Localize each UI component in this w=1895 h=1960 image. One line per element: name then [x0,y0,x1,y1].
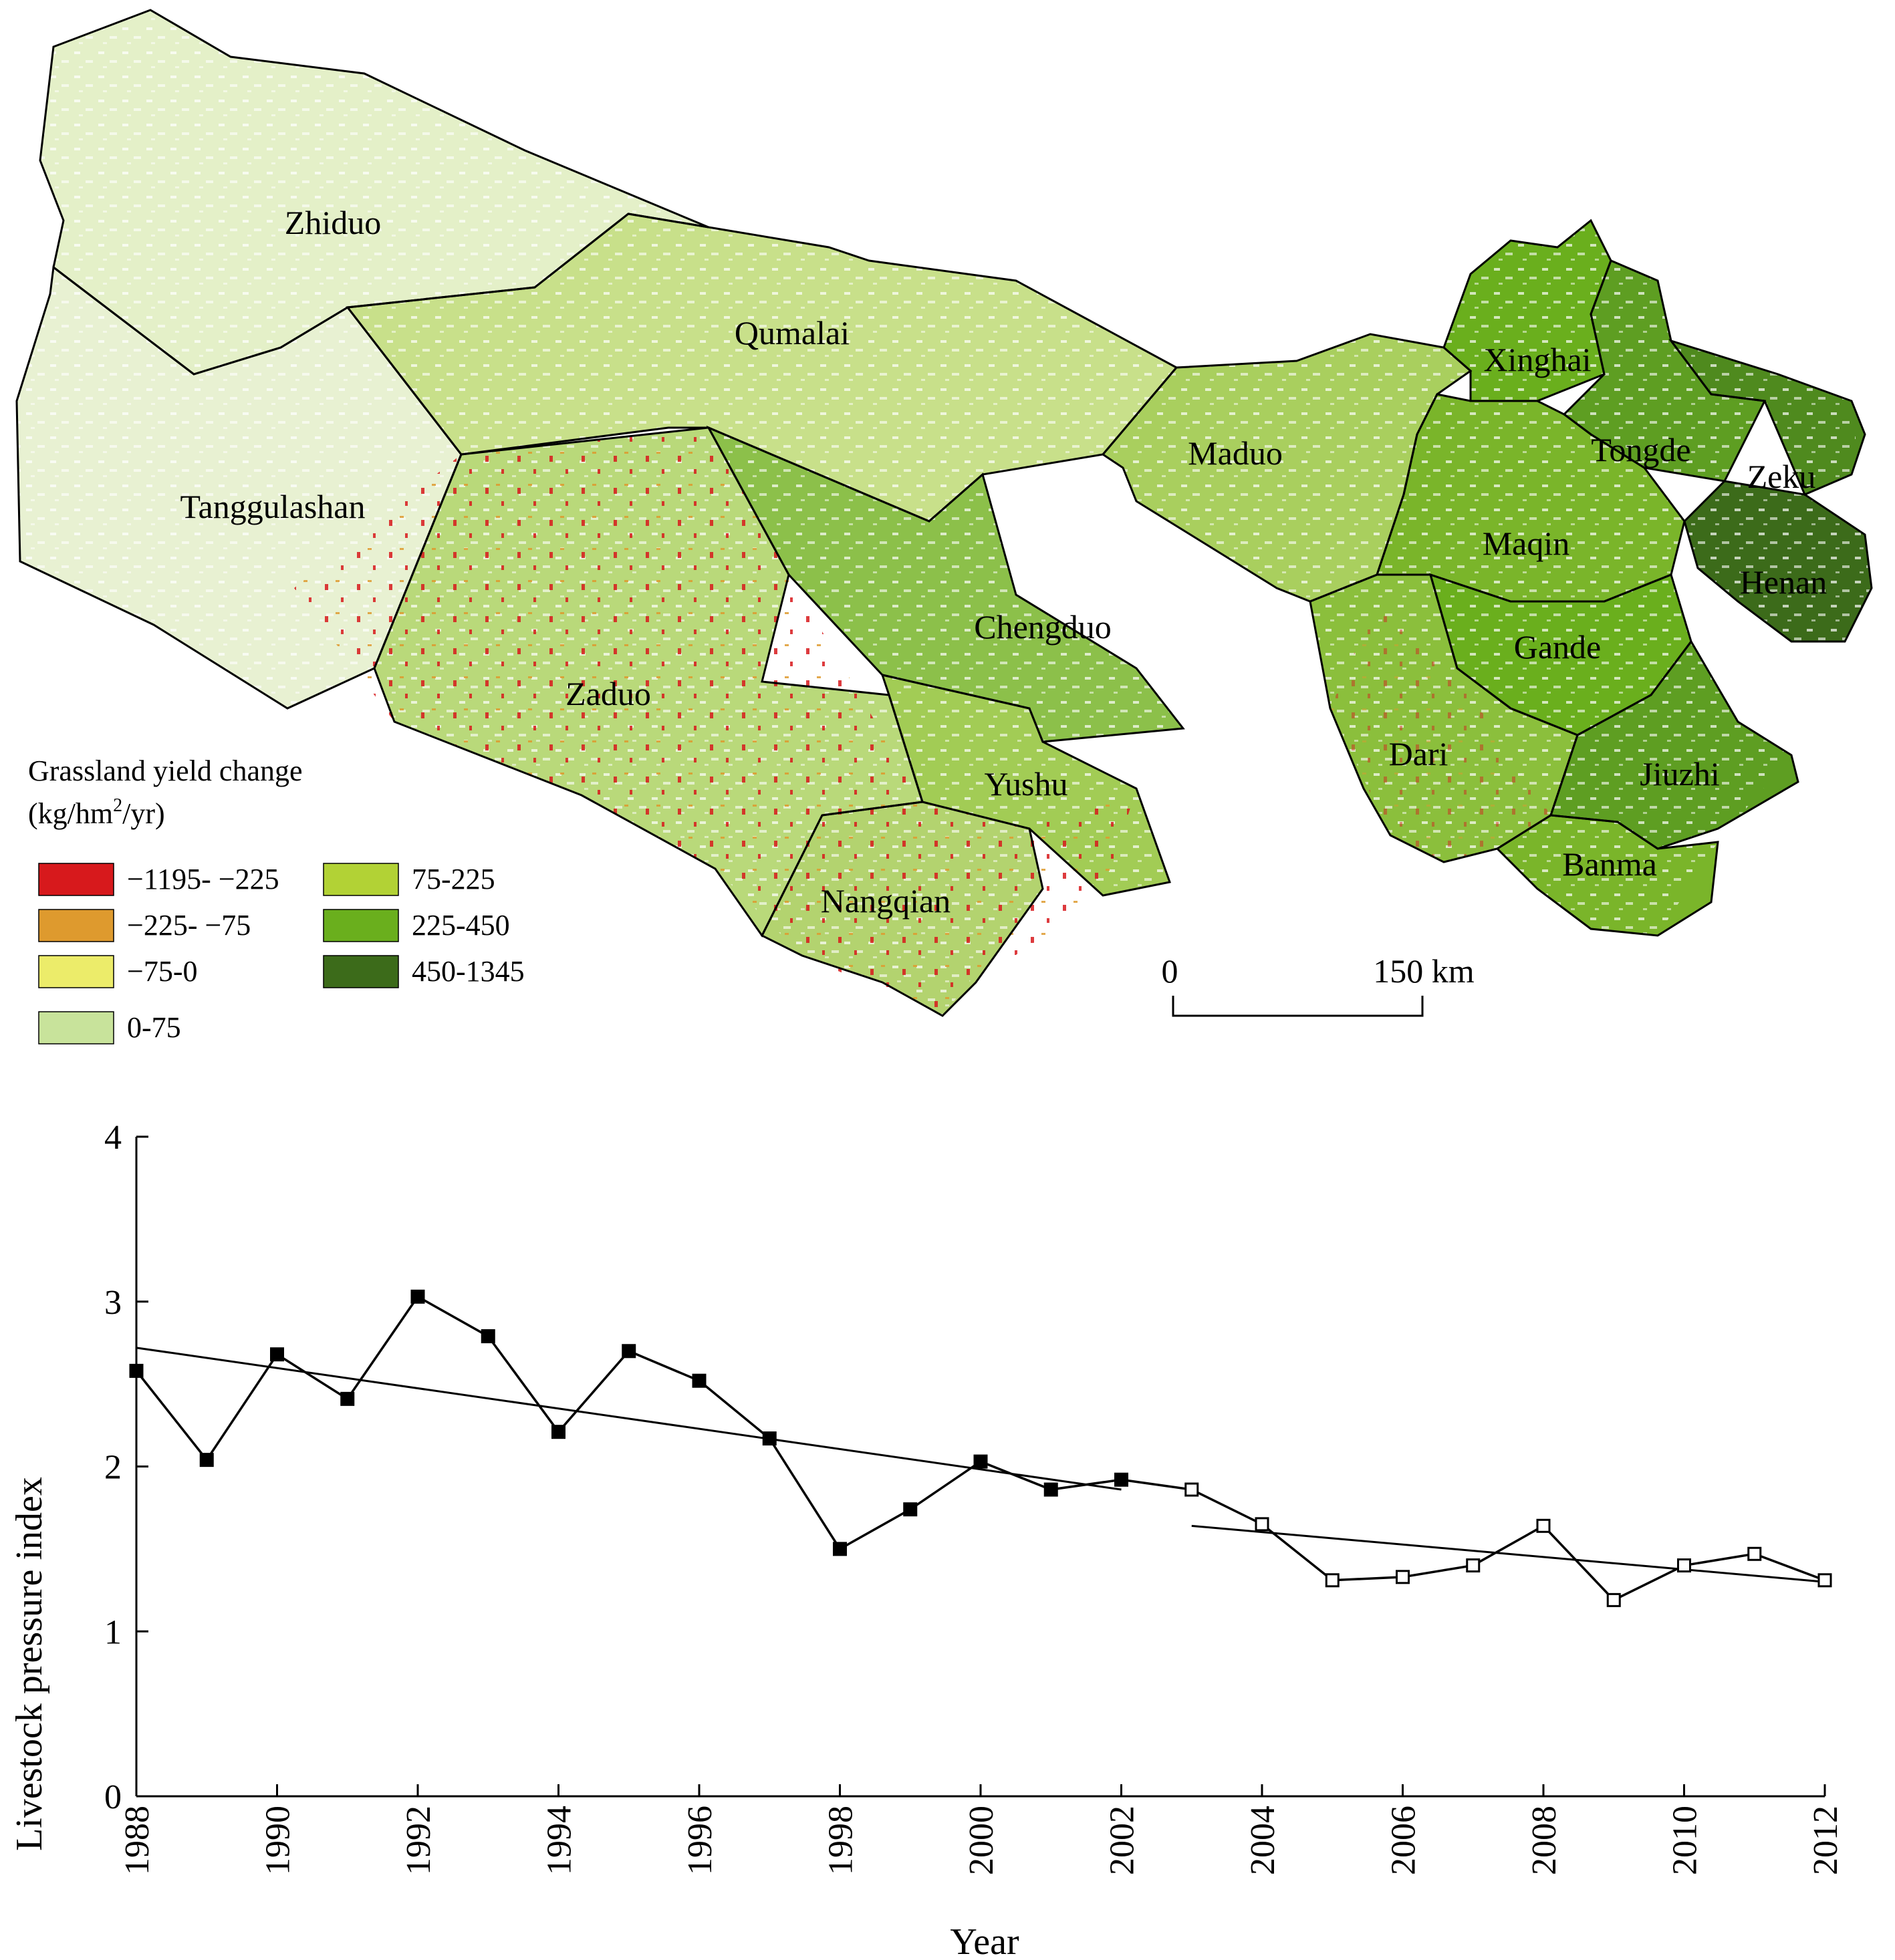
region-label-maduo: Maduo [1188,434,1283,472]
data-point-filled [481,1329,495,1344]
region-label-henan: Henan [1740,563,1827,601]
y-tick-label: 2 [104,1449,122,1487]
region-labels: Zhiduo Qumalai Tanggulashan Maduo Xingha… [180,204,1827,920]
series-line [1190,1488,1825,1602]
data-point-open [1255,1517,1269,1532]
x-axis-label: Year [950,1921,1019,1957]
map-texture [17,10,1872,1016]
y-tick-label: 4 [104,1119,122,1157]
region-label-maqin: Maqin [1483,525,1570,562]
data-point-filled [340,1391,355,1406]
x-tick-label: 2008 [1525,1806,1563,1875]
y-tick-label: 3 [104,1284,122,1322]
legend-title: Grassland yield change [28,754,303,787]
data-point-open [1817,1573,1832,1588]
scale-bar-end-label: 150 km [1373,952,1475,990]
x-tick-label: 2004 [1244,1806,1282,1875]
region-label-zeku: Zeku [1747,458,1816,495]
x-tick-label: 2010 [1666,1806,1704,1875]
region-label-jiuzhi: Jiuzhi [1640,755,1719,793]
legend-units: (kg/hm2/yr) [28,795,165,830]
series-connector [1121,1478,1192,1491]
region-label-chengduo: Chengduo [974,608,1112,646]
data-point-open [1396,1570,1410,1584]
y-tick-label: 0 [104,1778,122,1816]
x-tick-label: 1994 [541,1806,579,1875]
scale-bar: 0 150 km [1162,952,1475,1017]
region-label-tongde: Tongde [1591,431,1690,468]
data-point-filled [270,1347,284,1362]
legend-label-1: −225- −75 [127,909,251,942]
data-point-filled [622,1344,636,1359]
legend-swatch-6 [323,955,399,988]
chart-panel: 0 1 2 3 4 1988 1990 1992 1994 1996 1998 2000 2002 200… [0,1069,1895,1960]
x-tick-label: 1998 [822,1806,860,1875]
x-tick-label: 2002 [1104,1806,1142,1875]
region-label-nangqian: Nangqian [821,882,951,920]
x-tick-label: 1992 [400,1806,438,1875]
map-legend: Grassland yield change (kg/hm2/yr) −1195… [28,754,525,1044]
legend-swatch-4 [323,863,399,896]
region-label-zaduo: Zaduo [565,675,651,712]
x-tick-label: 1990 [259,1806,297,1875]
grassland-map: Zhiduo Qumalai Tanggulashan Maduo Xingha… [15,9,1873,1044]
region-label-dari: Dari [1389,735,1448,773]
legend-label-0: −1195- −225 [127,863,279,895]
x-tick-label: 1996 [681,1806,719,1875]
trendline [136,1347,1122,1491]
x-tick-label: 2012 [1807,1806,1845,1875]
legend-swatch-0 [38,863,114,896]
region-label-tanggulashan: Tanggulashan [180,488,366,525]
region-label-qumalai: Qumalai [735,314,850,352]
data-point-open [1747,1546,1762,1561]
scale-bar-start-label: 0 [1162,952,1178,990]
legend-label-6: 450-1345 [412,955,525,988]
livestock-pressure-chart: 0 1 2 3 4 1988 1990 1992 1994 1996 1998 2000 2002 200… [9,1119,1845,1960]
region-label-banma: Banma [1562,845,1657,883]
region-label-gande: Gande [1514,628,1602,666]
x-tick-label: 1988 [118,1806,156,1875]
region-label-zhiduo: Zhiduo [285,204,381,241]
x-tick-label: 2006 [1385,1806,1423,1875]
data-point-open [1325,1573,1340,1588]
data-point-open [1466,1558,1481,1573]
data-point-filled [973,1454,988,1469]
data-point-open [1536,1518,1551,1533]
data-point-filled [903,1502,918,1517]
data-point-filled [410,1289,425,1304]
data-point-filled [129,1363,144,1378]
legend-swatch-5 [323,909,399,942]
trendlines [136,1347,1825,1583]
x-tick-label: 2000 [963,1806,1001,1875]
legend-label-4: 75-225 [412,863,495,895]
data-point-filled [762,1431,777,1446]
data-series [129,1289,1832,1607]
data-point-open [1184,1482,1199,1497]
map-panel: Zhiduo Qumalai Tanggulashan Maduo Xingha… [15,9,1873,1044]
chart-axes: 0 1 2 3 4 1988 1990 1992 1994 1996 1998 2000 2002 200… [104,1119,1845,1875]
region-label-xinghai: Xinghai [1483,341,1591,378]
legend-label-3: 0-75 [127,1011,181,1044]
legend-swatch-3 [38,1011,114,1044]
region-label-yushu: Yushu [984,765,1067,803]
data-point-filled [1114,1472,1128,1487]
trendline [1191,1524,1825,1583]
data-point-open [1677,1558,1691,1573]
legend-swatch-1 [38,909,114,942]
series-line [135,1295,1122,1551]
data-point-filled [199,1453,214,1467]
data-point-open [1606,1592,1621,1607]
region-boundaries [15,9,1873,1017]
data-point-filled [833,1542,847,1556]
scale-bar-line [1172,996,1424,1017]
legend-swatch-2 [38,955,114,988]
legend-label-5: 225-450 [412,909,510,942]
data-point-filled [551,1425,565,1439]
y-tick-label: 1 [104,1613,122,1651]
data-point-filled [1043,1482,1058,1497]
legend-label-2: −75-0 [127,955,197,988]
data-point-filled [692,1373,707,1388]
y-axis-label: Livestock pressure index [9,1477,50,1851]
